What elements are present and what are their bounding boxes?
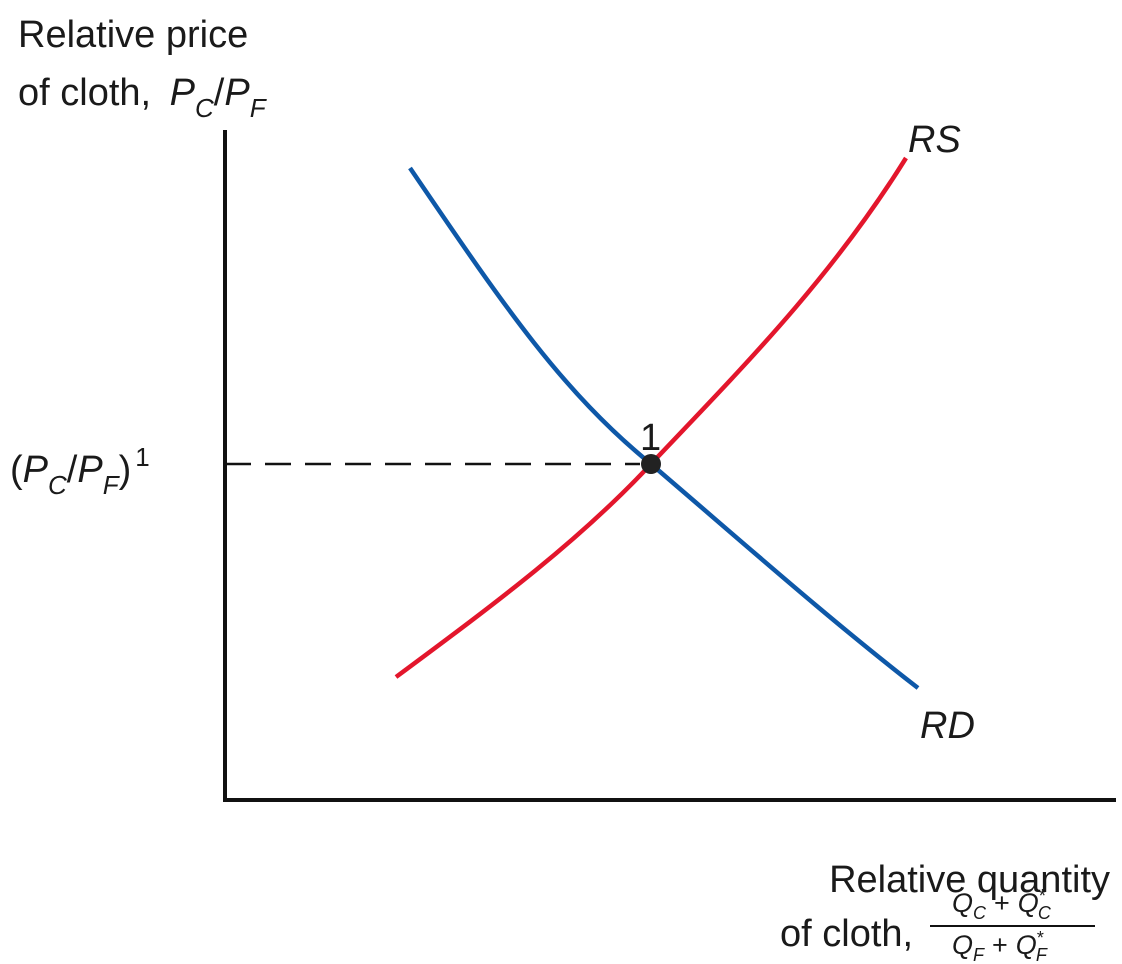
symbol: P xyxy=(23,449,49,491)
symbol: Q xyxy=(952,888,973,918)
subscript: F xyxy=(973,945,985,964)
symbol: / xyxy=(214,72,225,114)
symbol: Q xyxy=(1018,888,1039,918)
subscript: F xyxy=(103,470,121,500)
label-text: of cloth, xyxy=(18,72,151,114)
subscript: C xyxy=(48,470,67,500)
subscript: F xyxy=(250,93,268,123)
price-level-label: (PC/PF) 1 xyxy=(10,442,150,500)
rs-label: RS xyxy=(908,119,961,161)
subscript: F xyxy=(1036,945,1048,964)
subscript: C xyxy=(1038,903,1052,923)
superscript: 1 xyxy=(135,442,149,472)
y-axis-label-line: of cloth, PC/PF xyxy=(18,72,268,123)
superscript: * xyxy=(1039,886,1046,906)
equilibrium-label: 1 xyxy=(640,417,661,459)
subscript: C xyxy=(195,93,214,123)
symbol: Q xyxy=(952,930,973,960)
subscript: C xyxy=(973,903,987,923)
superscript: * xyxy=(1037,928,1044,948)
equilibrium-point xyxy=(641,454,661,474)
x-axis-label-line: Relative quantity xyxy=(829,859,1110,901)
y-axis-label-line: Relative price xyxy=(18,14,248,56)
symbol: ) xyxy=(119,449,132,491)
symbol: + xyxy=(994,888,1010,918)
symbol: P xyxy=(224,72,250,114)
symbol: / xyxy=(67,449,78,491)
fraction-numerator: QC + Q* C xyxy=(952,886,1052,923)
symbol: Q xyxy=(1016,930,1037,960)
fraction-denominator: QF + Q* F xyxy=(952,928,1048,964)
symbol: ( xyxy=(10,449,23,491)
symbol: P xyxy=(77,449,103,491)
symbol: P xyxy=(170,72,196,114)
rd-label: RD xyxy=(920,705,975,747)
x-axis-label-line: of cloth, xyxy=(780,913,913,955)
symbol: + xyxy=(992,930,1008,960)
